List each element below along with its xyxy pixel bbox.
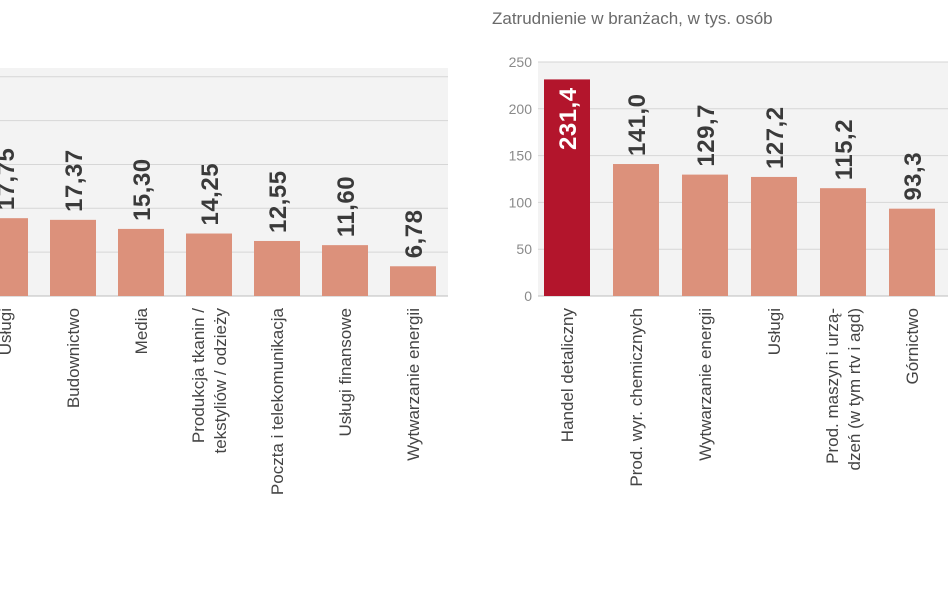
right-gridlines: [538, 61, 948, 297]
y-tick-label: 0: [524, 288, 532, 304]
category-label: Górnictwo: [903, 308, 922, 385]
right-bar-chart: Zatrudnienie w branżach, w tys. osób 0 50…: [492, 9, 948, 487]
category-label: Produkcja tkanin /: [189, 308, 208, 443]
value-label: 12,55: [265, 170, 292, 233]
value-label: 6,78: [401, 210, 428, 259]
value-label: 11,60: [333, 176, 360, 237]
category-label: Prod. wyr. chemicznych: [627, 308, 646, 487]
right-y-axis-ticks: 0 50 100 150 200 250: [509, 54, 533, 304]
left-category-labels: Usługi Budownictwo Media Produkcja tkanin /…: [0, 307, 423, 495]
bar: [254, 240, 300, 296]
category-label: Handel detaliczny: [558, 308, 577, 443]
category-label: Usługi: [0, 308, 15, 355]
bar: [544, 79, 590, 296]
bar: [390, 266, 436, 296]
bar: [50, 219, 96, 296]
value-label: 14,25: [197, 163, 224, 226]
right-category-labels: Handel detaliczny Prod. wyr. chemicznych W…: [558, 308, 922, 487]
y-tick-label: 50: [516, 241, 532, 257]
left-bar-chart: 17,75 17,37 15,30 14,25 12,55 11,60 6,78 Usług…: [0, 68, 448, 495]
bar: [613, 164, 659, 296]
value-label: 17,37: [61, 149, 88, 212]
right-plot-background: [538, 62, 948, 296]
value-label: 115,2: [831, 119, 858, 180]
y-tick-label: 250: [509, 54, 533, 70]
value-label: 141,0: [624, 93, 651, 156]
left-value-labels: 17,75 17,37 15,30 14,25 12,55 11,60 6,78: [0, 148, 428, 259]
bar: [682, 174, 728, 296]
category-label: Wytwarzanie energii: [404, 308, 423, 461]
y-tick-label: 150: [509, 148, 533, 164]
category-label: tekstyliów / odzieży: [211, 308, 230, 454]
bar: [118, 228, 164, 296]
bar: [186, 233, 232, 296]
category-label: Usługi finansowe: [336, 308, 355, 437]
bar: [0, 218, 28, 296]
bar: [322, 245, 368, 296]
category-label: Prod. maszyn i urzą-: [823, 308, 842, 464]
y-tick-label: 200: [509, 101, 533, 117]
value-label: 231,4: [555, 87, 582, 150]
value-label: 129,7: [693, 104, 720, 167]
category-label: Wytwarzanie energii: [696, 308, 715, 461]
bar: [751, 176, 797, 296]
value-label: 93,3: [900, 152, 927, 201]
category-label: Poczta i telekomunikacja: [268, 307, 287, 495]
right-bars: [544, 79, 935, 296]
value-label: 15,30: [129, 158, 156, 221]
category-label: Budownictwo: [64, 308, 83, 408]
right-value-labels: 231,4 141,0 129,7 127,2 115,2 93,3: [555, 87, 927, 200]
bar: [889, 208, 935, 296]
value-label: 17,75: [0, 148, 20, 211]
category-label: dzeń (w tym rtv i agd): [845, 308, 864, 471]
y-tick-label: 100: [509, 194, 533, 210]
category-label: Usługi: [765, 308, 784, 355]
value-label: 127,2: [762, 106, 789, 169]
left-bars: [0, 218, 436, 296]
right-chart-title: Zatrudnienie w branżach, w tys. osób: [492, 9, 773, 28]
bar: [820, 188, 866, 296]
category-label: Media: [132, 307, 151, 354]
